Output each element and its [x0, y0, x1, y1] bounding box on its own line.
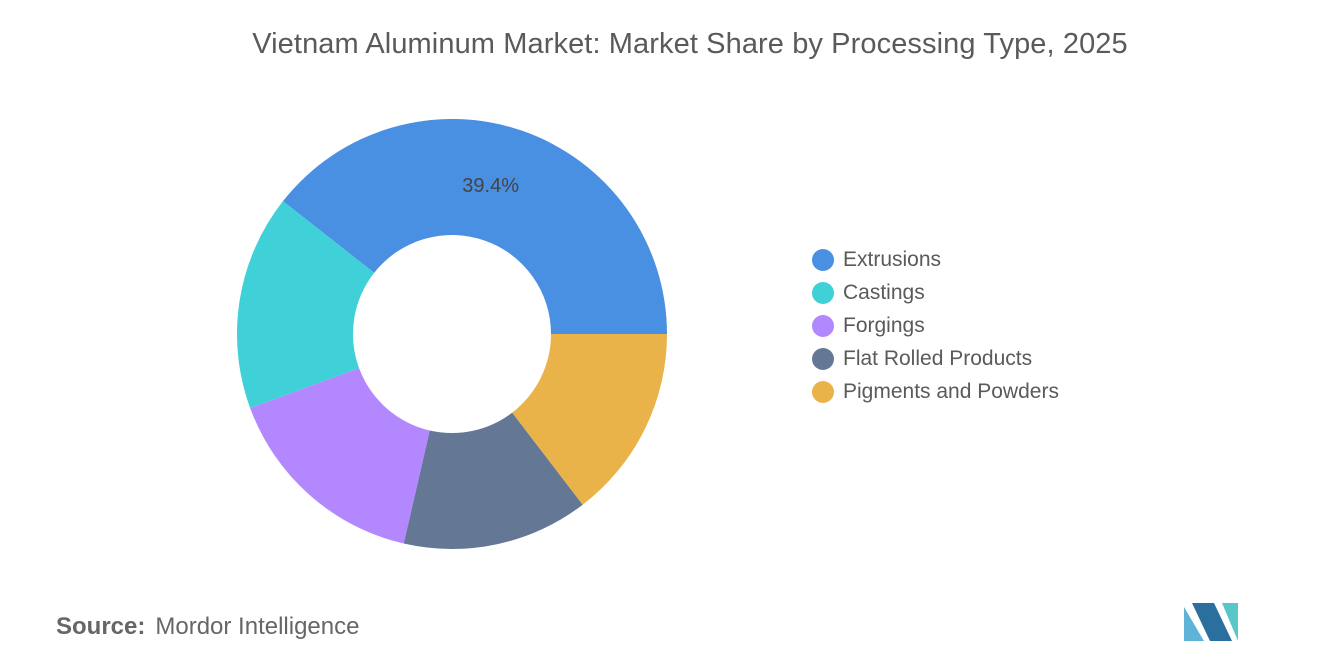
legend-item-flat-rolled-products: Flat Rolled Products — [812, 342, 1059, 375]
donut-data-labels: 39.4% — [462, 175, 519, 197]
source-label: Source: — [56, 613, 146, 640]
legend-swatch-icon — [812, 347, 834, 370]
donut-slices — [237, 118, 667, 549]
legend-swatch-icon — [812, 380, 834, 403]
legend-label: Forgings — [843, 313, 925, 337]
source-value: Mordor Intelligence — [155, 613, 360, 640]
legend-label: Flat Rolled Products — [843, 346, 1033, 370]
legend-label: Extrusions — [843, 247, 942, 271]
legend-swatch-icon — [812, 281, 834, 304]
legend-item-extrusions: Extrusions — [812, 243, 1059, 276]
mordor-logo-icon — [1184, 603, 1238, 641]
legend-item-pigments-and-powders: Pigments and Powders — [812, 375, 1059, 408]
slice-pigments-and-powders — [512, 334, 667, 505]
slice-castings — [237, 201, 375, 409]
chart-title: Vietnam Aluminum Market: Market Share by… — [252, 28, 1128, 60]
slice-forgings — [250, 368, 430, 544]
legend-label: Pigments and Powders — [843, 379, 1059, 403]
source-note: Source: Mordor Intelligence — [56, 613, 359, 641]
legend-swatch-icon — [812, 248, 834, 271]
legend-item-castings: Castings — [812, 276, 1059, 309]
slice-extrusions — [282, 118, 667, 335]
legend-item-forgings: Forgings — [812, 309, 1059, 342]
legend-label: Castings — [843, 280, 925, 304]
legend-swatch-icon — [812, 314, 834, 337]
slice-flat-rolled-products — [403, 412, 583, 549]
chart-legend: Extrusions Castings Forgings Flat Rolled Pr… — [812, 243, 1059, 408]
data-label-extrusions: 39.4% — [462, 175, 519, 197]
